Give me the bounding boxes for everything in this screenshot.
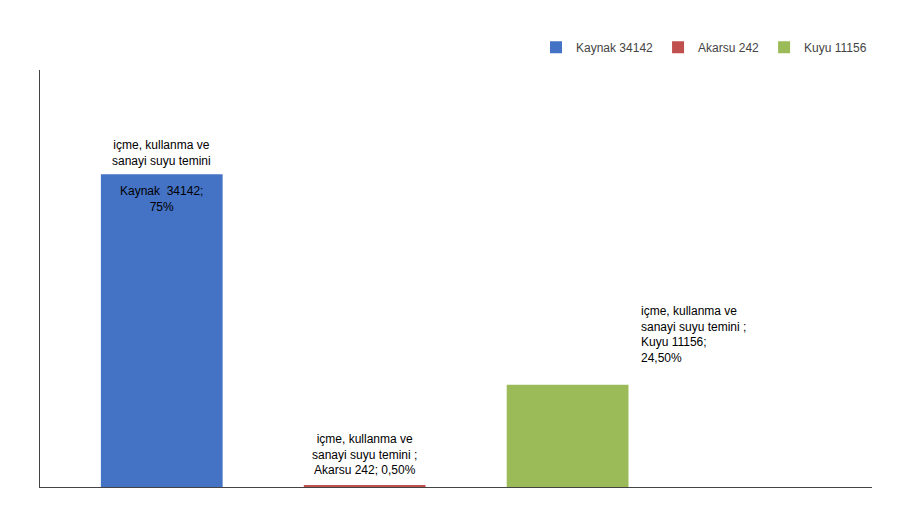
svg-text:Kaynak 34142: Kaynak 34142 (576, 41, 653, 55)
svg-text:Kaynak 34142;75%: Kaynak 34142;75% (120, 184, 203, 214)
svg-text:Kuyu 11156: Kuyu 11156 (804, 41, 867, 55)
svg-text:içme, kullanma vesanayi suyu t: içme, kullanma vesanayi suyu temini ;Aka… (312, 432, 417, 477)
svg-text:içme, kullanma vesanayi suyu t: içme, kullanma vesanayi suyu temini (112, 138, 211, 168)
svg-text:içme, kullanma vesanayi suyu t: içme, kullanma vesanayi suyu temini ;Kuy… (641, 304, 746, 365)
svg-text:Akarsu 242: Akarsu 242 (698, 41, 759, 55)
